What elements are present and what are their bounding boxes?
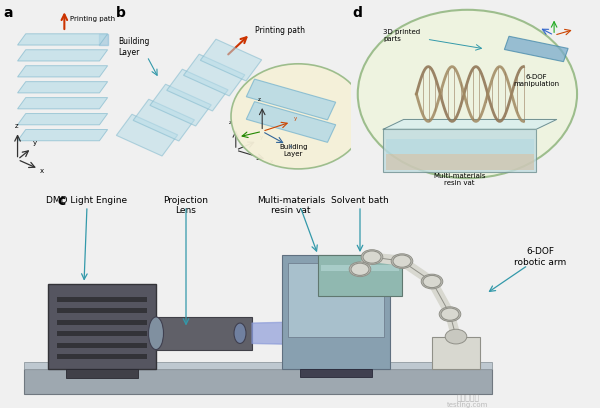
- Polygon shape: [505, 36, 568, 62]
- Circle shape: [363, 251, 381, 263]
- FancyBboxPatch shape: [432, 337, 480, 369]
- Polygon shape: [167, 69, 228, 111]
- Text: y: y: [33, 140, 37, 146]
- FancyBboxPatch shape: [386, 139, 534, 154]
- Text: 6-DOF
manipulation: 6-DOF manipulation: [513, 74, 559, 87]
- FancyBboxPatch shape: [48, 284, 156, 369]
- Ellipse shape: [234, 323, 246, 344]
- Polygon shape: [17, 34, 107, 45]
- Circle shape: [441, 308, 459, 320]
- Polygon shape: [17, 113, 107, 125]
- Text: c: c: [57, 194, 65, 208]
- FancyBboxPatch shape: [24, 362, 492, 369]
- Circle shape: [391, 254, 413, 268]
- Circle shape: [439, 307, 461, 322]
- FancyBboxPatch shape: [57, 343, 147, 348]
- Ellipse shape: [149, 317, 163, 350]
- FancyBboxPatch shape: [386, 154, 534, 171]
- Text: Building
Layer: Building Layer: [118, 37, 149, 57]
- FancyBboxPatch shape: [321, 265, 399, 271]
- FancyBboxPatch shape: [288, 263, 384, 337]
- Polygon shape: [133, 99, 194, 141]
- Text: z: z: [229, 120, 232, 125]
- Circle shape: [421, 274, 443, 289]
- Polygon shape: [17, 66, 107, 77]
- Text: a: a: [4, 6, 13, 20]
- Text: z: z: [15, 123, 19, 129]
- FancyBboxPatch shape: [318, 255, 402, 296]
- Text: testing.com: testing.com: [448, 402, 488, 408]
- Polygon shape: [17, 129, 107, 141]
- Circle shape: [423, 275, 441, 288]
- Text: x: x: [40, 168, 44, 174]
- FancyBboxPatch shape: [57, 297, 147, 302]
- Text: y: y: [260, 135, 263, 140]
- Polygon shape: [100, 34, 107, 45]
- Text: DMD Light Engine: DMD Light Engine: [46, 196, 128, 205]
- Text: x: x: [289, 144, 292, 149]
- FancyBboxPatch shape: [57, 320, 147, 325]
- Polygon shape: [17, 50, 107, 61]
- Circle shape: [231, 64, 365, 169]
- Text: z: z: [257, 98, 260, 102]
- Circle shape: [349, 262, 371, 277]
- Text: Multi-materials
resin vat: Multi-materials resin vat: [433, 173, 486, 186]
- Text: 3D printed
parts: 3D printed parts: [383, 29, 421, 42]
- Text: d: d: [353, 6, 362, 20]
- Polygon shape: [247, 102, 335, 142]
- Text: Building
Layer: Building Layer: [279, 144, 308, 157]
- Text: 6-DOF
robotic arm: 6-DOF robotic arm: [514, 247, 566, 267]
- Polygon shape: [150, 84, 211, 126]
- Polygon shape: [17, 82, 107, 93]
- FancyBboxPatch shape: [156, 317, 252, 350]
- Polygon shape: [200, 39, 262, 81]
- Text: Printing path: Printing path: [255, 26, 305, 35]
- Polygon shape: [383, 120, 557, 129]
- Circle shape: [351, 263, 369, 275]
- Circle shape: [358, 10, 577, 178]
- Text: Solvent bath: Solvent bath: [331, 196, 389, 205]
- Polygon shape: [184, 54, 245, 96]
- Text: Projection
Lens: Projection Lens: [163, 196, 209, 215]
- Polygon shape: [17, 98, 107, 109]
- Text: x: x: [269, 159, 272, 164]
- Circle shape: [445, 329, 467, 344]
- Text: Multi-materials
resin vat: Multi-materials resin vat: [257, 196, 325, 215]
- Circle shape: [393, 255, 411, 267]
- FancyBboxPatch shape: [57, 354, 147, 359]
- Text: 嘉峪检测网: 嘉峪检测网: [457, 393, 479, 402]
- Polygon shape: [252, 322, 306, 345]
- FancyBboxPatch shape: [282, 255, 390, 369]
- Polygon shape: [247, 79, 335, 120]
- Text: b: b: [116, 6, 125, 20]
- FancyBboxPatch shape: [383, 129, 536, 172]
- Circle shape: [361, 250, 383, 264]
- FancyBboxPatch shape: [300, 369, 372, 377]
- FancyBboxPatch shape: [24, 369, 492, 394]
- FancyBboxPatch shape: [66, 369, 138, 378]
- Text: y: y: [293, 116, 296, 121]
- Polygon shape: [116, 114, 178, 156]
- FancyBboxPatch shape: [57, 331, 147, 336]
- Text: Printing path: Printing path: [70, 16, 115, 22]
- FancyBboxPatch shape: [57, 308, 147, 313]
